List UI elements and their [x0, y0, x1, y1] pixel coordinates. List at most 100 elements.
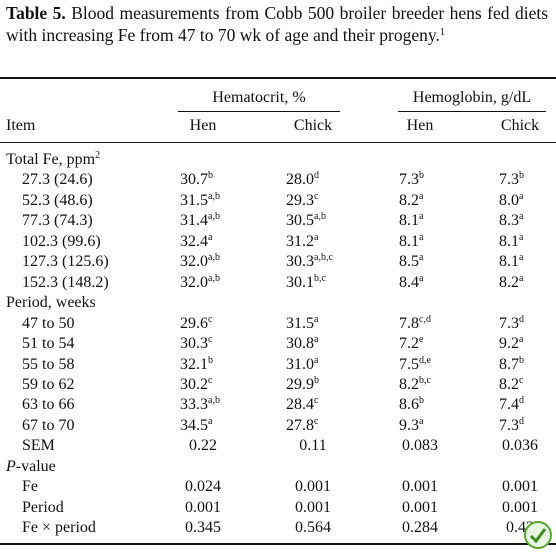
cell-superscript: a — [519, 231, 524, 243]
cell-value: 30.8 — [286, 335, 314, 353]
cell: 31.5a — [286, 314, 318, 334]
cell: 30.7b — [180, 170, 213, 190]
cell: 0.001 — [402, 477, 438, 497]
cell: 9.2a — [499, 334, 523, 354]
cell: 7.3b — [499, 170, 524, 190]
cell-value: 7.8 — [399, 314, 419, 332]
row-label: 102.3 (99.6) — [22, 232, 101, 250]
cell-value: 7.3 — [499, 416, 519, 434]
cell-value: 8.4 — [399, 273, 419, 291]
cell-value: 31.2 — [286, 232, 314, 250]
cell-value: 0.024 — [185, 478, 221, 496]
cell-value: 9.3 — [399, 416, 419, 434]
cell: 29.9b — [286, 375, 319, 395]
cell-value: 29.3 — [286, 191, 314, 209]
cell-value: 0.001 — [402, 478, 438, 496]
row-label: Period — [22, 498, 64, 516]
section-title-text: Total Fe, ppm — [6, 151, 96, 168]
cell-superscript: b — [208, 354, 213, 366]
section-title-text: Period, weeks — [6, 294, 96, 312]
cell-superscript: c — [208, 313, 213, 325]
caption-text: Blood measurements from Cobb 500 broiler… — [6, 3, 549, 45]
cell: 32.0a,b — [180, 273, 220, 293]
row-label: 67 to 70 — [22, 416, 75, 434]
cell-superscript: b — [519, 354, 524, 366]
row-label: SEM — [22, 437, 55, 455]
cell: 0.001 — [185, 498, 221, 518]
section-title: P-value — [6, 457, 56, 477]
cell-value: 0.001 — [502, 498, 538, 516]
cell-value: 8.2 — [399, 191, 419, 209]
cell-superscript: b,c — [314, 272, 326, 284]
cell-value: 8.1 — [499, 253, 519, 271]
group-rule — [398, 111, 546, 112]
cell-superscript: c,d — [419, 313, 431, 325]
cell: 33.3a,b — [180, 395, 220, 415]
cell: 31.0a — [286, 355, 318, 375]
cell: 32.1b — [180, 355, 213, 375]
cell-value: 31.5 — [286, 314, 314, 332]
section-title: Total Fe, ppm2 — [6, 150, 100, 170]
cell-value: 31.5 — [180, 191, 208, 209]
cell: 30.3a,b,c — [286, 252, 333, 272]
cell-superscript: a — [519, 211, 524, 223]
row-label: 63 to 66 — [22, 396, 75, 414]
cell-superscript: c — [314, 415, 319, 427]
cell-value: 8.1 — [499, 232, 519, 250]
cell-superscript: a — [419, 415, 424, 427]
cell: 30.3c — [180, 334, 212, 354]
cell-value: 7.3 — [399, 171, 419, 189]
cell: 0.024 — [185, 477, 221, 497]
cell-superscript: a — [314, 231, 319, 243]
section-title: Period, weeks — [6, 293, 96, 313]
cell: 0.001 — [502, 477, 538, 497]
cell-value: 7.2 — [399, 335, 419, 353]
cell-superscript: a,b — [208, 190, 220, 202]
cell-value: 0.001 — [502, 478, 538, 496]
cell: 0.001 — [502, 498, 538, 518]
cell-value: 31.0 — [286, 355, 314, 373]
group-rule — [178, 111, 340, 112]
cell: 0.001 — [295, 477, 331, 497]
cell: 28.0d — [286, 170, 319, 190]
cell-value: 32.1 — [180, 355, 208, 373]
cell: 31.5a,b — [180, 191, 220, 211]
cell: 8.2a — [499, 273, 523, 293]
cell-superscript: e — [419, 334, 424, 346]
cell: 8.2b,c — [399, 375, 431, 395]
cell-value: 0.564 — [295, 519, 331, 537]
cell: 8.4a — [399, 273, 423, 293]
cell-value: 7.3 — [499, 171, 519, 189]
cell-value: 8.3 — [499, 212, 519, 230]
cell-value: 30.2 — [180, 375, 208, 393]
bottom-rule — [0, 543, 556, 545]
cell: 32.0a,b — [180, 252, 220, 272]
cell-superscript: a — [519, 190, 524, 202]
cell-value: 29.6 — [180, 314, 208, 332]
cell: 0.284 — [402, 518, 438, 538]
cell-value: 7.3 — [499, 314, 519, 332]
cell: 7.2e — [399, 334, 423, 354]
cell-value: 30.1 — [286, 273, 314, 291]
cell-superscript: a — [419, 231, 424, 243]
cell-superscript: a,b — [208, 211, 220, 223]
cell: 34.5a — [180, 416, 212, 436]
cell-value: 31.4 — [180, 212, 208, 230]
cell-superscript: a — [419, 211, 424, 223]
cell-superscript: a,b — [208, 272, 220, 284]
cell-superscript: a — [519, 272, 524, 284]
cell-superscript: c — [519, 374, 524, 386]
cell: 7.4d — [499, 395, 524, 415]
cell-value: 30.5 — [286, 212, 314, 230]
logo-icon — [524, 521, 552, 549]
cell-value: 0.001 — [295, 478, 331, 496]
cell-superscript: c — [208, 374, 213, 386]
cell-value: 30.3 — [286, 253, 314, 271]
cell-value: 32.4 — [180, 232, 208, 250]
section-title-text: -value — [15, 457, 56, 475]
section-title-italic: P — [6, 457, 16, 475]
cell-superscript: a — [419, 252, 424, 264]
cell-value: 9.2 — [499, 335, 519, 353]
cell-superscript: a,b — [208, 395, 220, 407]
cell-value: 30.7 — [180, 171, 208, 189]
